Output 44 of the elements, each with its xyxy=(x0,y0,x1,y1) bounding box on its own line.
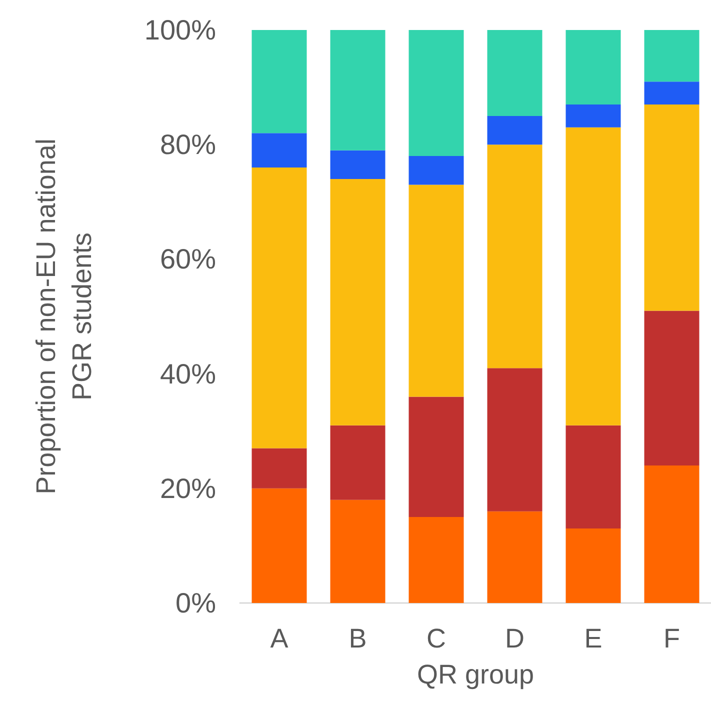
bar xyxy=(408,396,464,518)
bar xyxy=(252,168,307,448)
y-tick-label: 80% xyxy=(160,129,216,160)
x-tick-label: D xyxy=(505,624,524,654)
bar xyxy=(330,500,386,603)
bar xyxy=(408,156,464,185)
bar xyxy=(487,368,542,512)
bar xyxy=(566,425,621,529)
bar xyxy=(330,425,386,500)
x-tick-label: A xyxy=(270,624,288,654)
y-tick-label: 60% xyxy=(160,244,216,275)
bar xyxy=(408,30,464,156)
bar xyxy=(644,310,700,466)
bar xyxy=(566,30,621,104)
x-tick-label: F xyxy=(664,624,680,654)
bar xyxy=(252,133,307,168)
bar xyxy=(330,150,386,179)
x-tick-label: E xyxy=(584,624,602,654)
bar xyxy=(644,104,700,311)
bar xyxy=(644,30,700,82)
bar xyxy=(330,30,386,150)
bar xyxy=(487,30,542,116)
y-axis-title: Proportion of non-EU national PGR students xyxy=(31,138,97,494)
bar xyxy=(487,511,542,603)
x-axis-title: QR group xyxy=(416,660,534,690)
bar xyxy=(566,127,621,426)
bar xyxy=(252,488,307,603)
bar xyxy=(566,104,621,128)
x-tick-label: C xyxy=(426,624,446,654)
y-tick-label: 40% xyxy=(160,358,216,390)
y-tick-label: 0% xyxy=(176,588,216,618)
bar xyxy=(408,184,464,397)
y-tick-label: 100% xyxy=(144,14,216,46)
bar xyxy=(644,82,700,104)
bar xyxy=(487,116,542,145)
bar xyxy=(566,528,621,603)
bar xyxy=(252,30,307,134)
y-tick-label: 20% xyxy=(160,472,216,504)
bar xyxy=(408,517,464,603)
bar xyxy=(252,448,307,488)
bar xyxy=(644,465,700,603)
bar xyxy=(330,178,386,426)
bar xyxy=(487,144,542,368)
x-tick-label: B xyxy=(348,624,367,654)
